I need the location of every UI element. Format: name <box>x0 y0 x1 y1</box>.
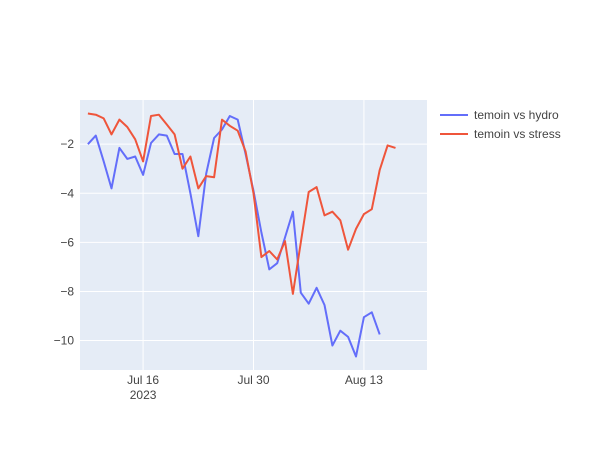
legend-label: temoin vs stress <box>474 127 561 141</box>
series-lines <box>87 112 396 358</box>
y-tick-label: −6 <box>60 235 74 249</box>
x-tick-year-label: 2023 <box>130 388 157 402</box>
legend[interactable]: temoin vs hydro temoin vs stress <box>440 108 561 141</box>
y-tick-label: −2 <box>60 137 74 151</box>
legend-label: temoin vs hydro <box>474 108 559 122</box>
legend-item-2[interactable]: temoin vs stress <box>440 127 561 141</box>
x-tick-label: Jul 16 <box>127 373 159 387</box>
series-line-2 <box>87 112 396 295</box>
series-line-1 <box>87 115 381 358</box>
x-tick-label: Jul 30 <box>237 373 269 387</box>
y-axis-ticks: −2 −4 −6 −8 −10 <box>54 137 75 347</box>
y-tick-label: −4 <box>60 186 74 200</box>
legend-item-1[interactable]: temoin vs hydro <box>440 108 559 122</box>
x-tick-label: Aug 13 <box>345 373 383 387</box>
y-tick-label: −8 <box>60 284 74 298</box>
y-tick-label: −10 <box>54 334 75 348</box>
